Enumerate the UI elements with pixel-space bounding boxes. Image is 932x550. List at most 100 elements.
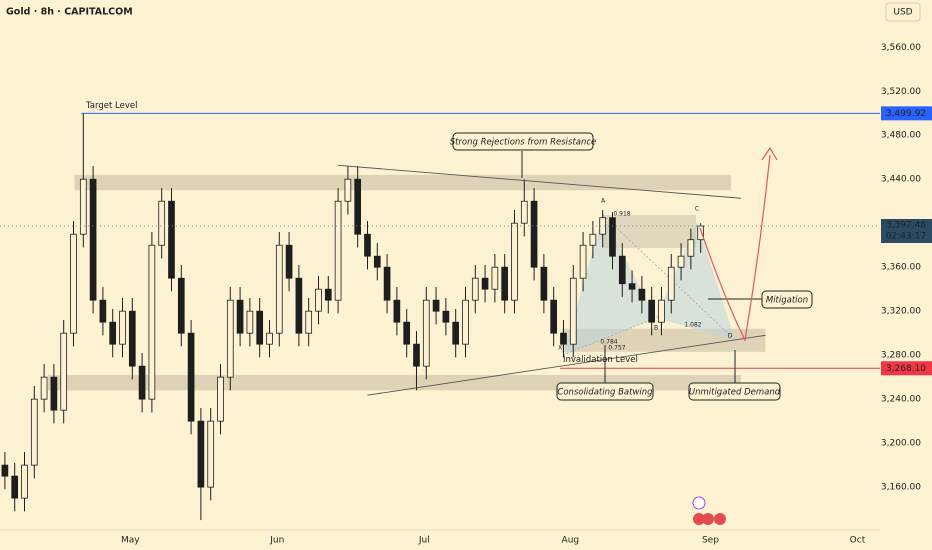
event-icon[interactable] bbox=[714, 513, 726, 525]
candle-body bbox=[658, 299, 665, 323]
harmonic-xab bbox=[563, 215, 656, 355]
candle-body bbox=[569, 277, 577, 345]
candle-body bbox=[21, 464, 28, 499]
candle-body bbox=[432, 299, 440, 312]
candle-body bbox=[305, 310, 313, 334]
candle-body bbox=[177, 277, 185, 334]
y-tick-label: 3,440.00 bbox=[881, 175, 921, 185]
candle-body bbox=[99, 299, 107, 323]
candle-body bbox=[599, 217, 607, 235]
candle-body bbox=[520, 200, 528, 224]
zone bbox=[74, 174, 732, 191]
y-tick-label: 3,320.00 bbox=[881, 307, 921, 317]
currency[interactable]: USD bbox=[893, 8, 912, 18]
trendline bbox=[367, 334, 766, 396]
callout-box bbox=[761, 290, 813, 309]
harmonic-ratio: 1.082 bbox=[684, 322, 701, 329]
candle-body bbox=[481, 277, 489, 290]
candle-body bbox=[295, 277, 303, 334]
candle-body bbox=[40, 376, 48, 400]
event-icon[interactable] bbox=[692, 496, 706, 510]
harmonic-bcd bbox=[656, 222, 735, 340]
candle-body bbox=[550, 299, 558, 334]
candle-body bbox=[138, 365, 146, 400]
price-tag bbox=[881, 106, 932, 121]
candle-body bbox=[315, 288, 322, 312]
candle-body bbox=[148, 244, 156, 400]
candle-body bbox=[677, 255, 685, 268]
x-tick-label: Oct bbox=[850, 536, 866, 546]
last-price-label: 3,397.48 bbox=[886, 220, 926, 230]
candle-body bbox=[628, 283, 636, 290]
event-icon[interactable] bbox=[693, 513, 705, 525]
x-tick-label: Jun bbox=[269, 536, 284, 546]
candle-body bbox=[324, 288, 332, 301]
candle-body bbox=[11, 475, 19, 499]
harmonic-point: A bbox=[601, 198, 606, 205]
chart-title: Gold · 8h · CAPITALCOM bbox=[6, 7, 133, 18]
price-axis bbox=[880, 0, 932, 550]
callout-text: Mitigation bbox=[766, 296, 808, 306]
candle-body bbox=[687, 239, 695, 257]
candle-body bbox=[697, 225, 705, 241]
candle-body bbox=[462, 299, 469, 345]
candle-body bbox=[217, 376, 224, 422]
x-tick-label: May bbox=[121, 536, 140, 546]
harmonic-ratio: 0.757 bbox=[608, 345, 625, 352]
candle-body bbox=[207, 420, 215, 488]
projection-arrow bbox=[761, 146, 778, 161]
candle-body bbox=[30, 398, 38, 466]
candle-body bbox=[491, 266, 499, 290]
y-tick-label: 3,480.00 bbox=[881, 131, 921, 141]
candle-body bbox=[275, 244, 283, 334]
candle-body bbox=[471, 277, 479, 301]
candle-body bbox=[168, 200, 175, 279]
candle-body bbox=[648, 299, 656, 323]
candle-body bbox=[50, 376, 58, 411]
candle-body bbox=[540, 266, 548, 301]
callout-text: Strong Rejections from Resistance bbox=[450, 138, 597, 148]
candle-body bbox=[197, 420, 205, 488]
candle-body bbox=[128, 310, 136, 367]
x-tick-label: Jul bbox=[418, 536, 430, 546]
candle-body bbox=[256, 310, 264, 345]
y-tick-label: 3,520.00 bbox=[881, 87, 921, 97]
candle-body bbox=[119, 310, 126, 345]
candle-body bbox=[530, 200, 538, 268]
candle-body bbox=[413, 343, 420, 367]
candle-body bbox=[452, 321, 460, 345]
currency-button[interactable] bbox=[885, 2, 921, 22]
candle-body bbox=[667, 266, 675, 301]
candle-body bbox=[579, 244, 587, 279]
candle-body bbox=[383, 266, 391, 301]
candle-body bbox=[393, 299, 401, 323]
candle-body bbox=[344, 178, 352, 202]
candle-body bbox=[560, 332, 567, 345]
harmonic-box bbox=[603, 215, 696, 248]
harmonic-ratio: 0.918 bbox=[613, 211, 630, 218]
candle-body bbox=[373, 255, 381, 268]
candle-body bbox=[354, 178, 362, 235]
candle-body bbox=[618, 255, 626, 285]
y-tick-label: 3,280.00 bbox=[881, 351, 921, 361]
candle-body bbox=[403, 321, 411, 345]
price-tag bbox=[881, 361, 932, 376]
candle-body bbox=[246, 310, 254, 334]
price-tag-label: 3,268.10 bbox=[886, 364, 926, 374]
candle-body bbox=[364, 233, 371, 257]
countdown: 02:43:17 bbox=[886, 231, 926, 241]
candle-body bbox=[1, 464, 9, 477]
y-tick-label: 3,560.00 bbox=[881, 43, 921, 53]
y-tick-label: 3,240.00 bbox=[881, 395, 921, 405]
y-tick-label: 3,200.00 bbox=[881, 439, 921, 449]
candle-body bbox=[109, 321, 117, 345]
candle-body bbox=[334, 200, 342, 301]
candle-body bbox=[79, 178, 87, 235]
candle-body bbox=[89, 178, 97, 301]
candle-body bbox=[638, 288, 646, 301]
event-icon[interactable] bbox=[702, 513, 714, 525]
candle-body bbox=[266, 332, 273, 345]
y-tick-label: 3,360.00 bbox=[881, 263, 921, 273]
callout-box bbox=[688, 382, 781, 401]
